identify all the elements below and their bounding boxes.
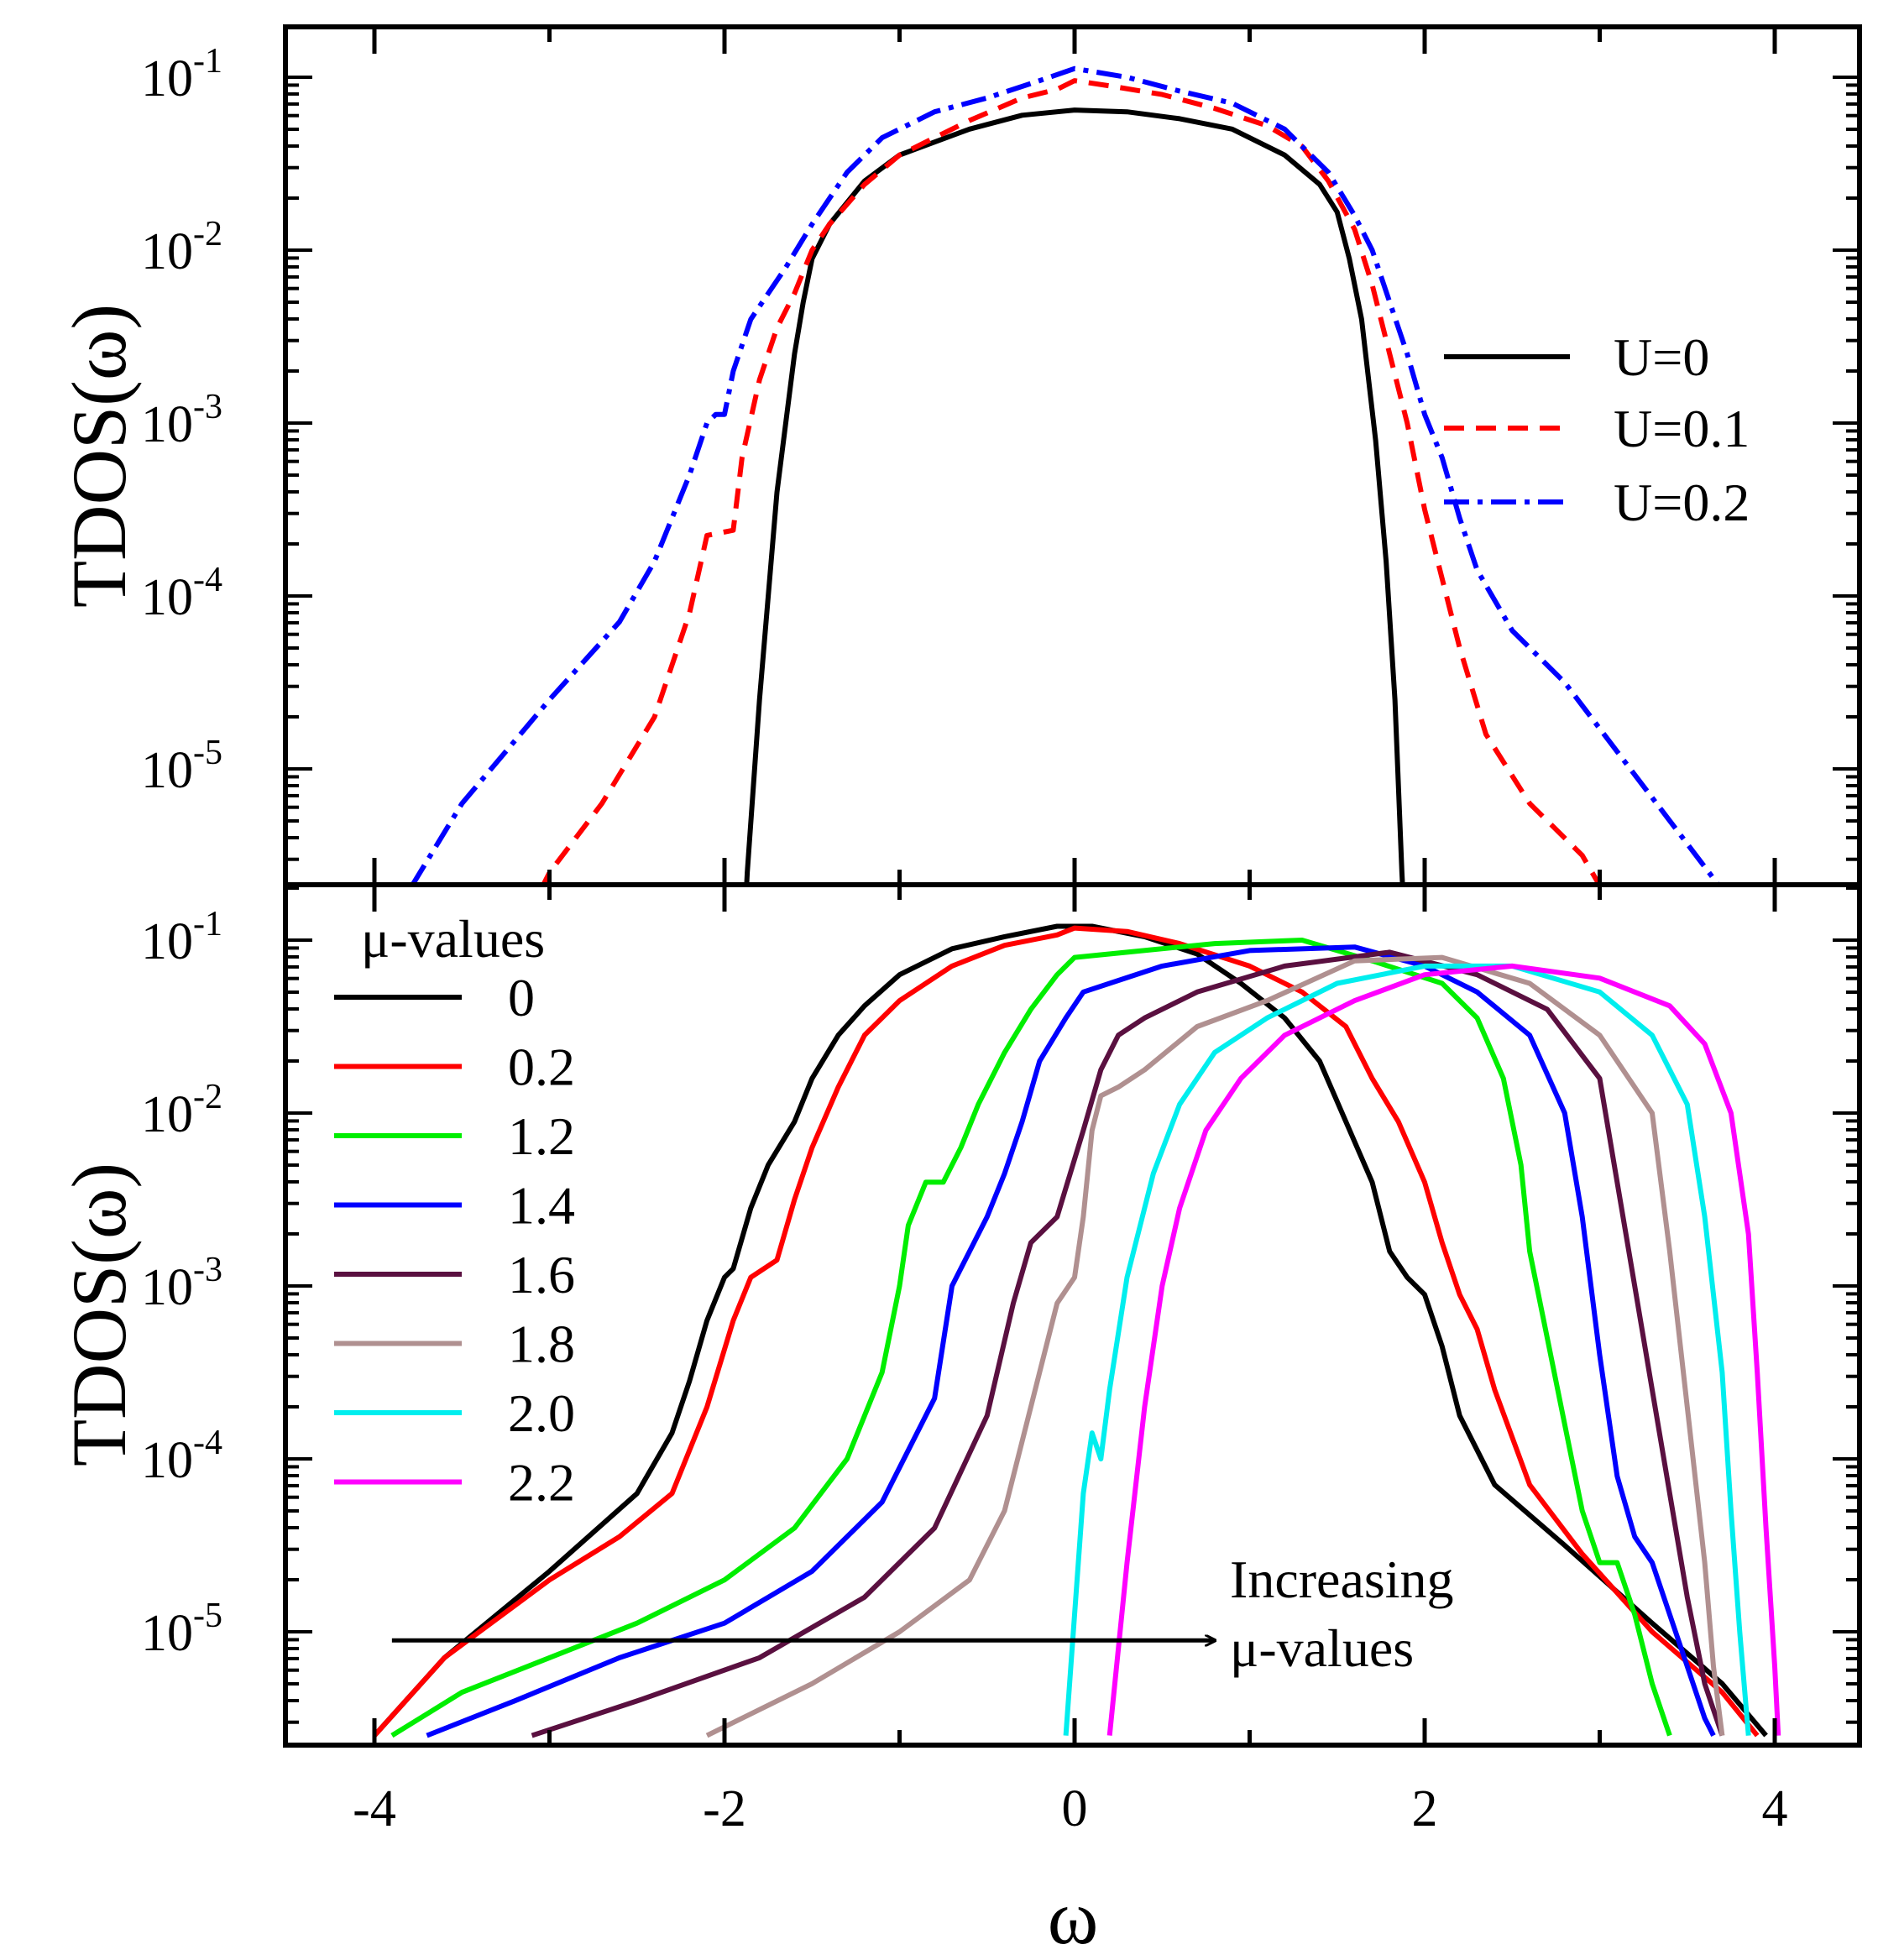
top-series-U=0.1 [540,78,1603,885]
legend-label-mu-1.6: 1.6 [508,1245,575,1304]
bottom-series-0.2 [372,925,1760,1738]
bottom-panel: 10-1 10-2 10-3 10-4 10-5 -4 -2 0 2 4 TDOS(ω) ω μ… [56,882,1862,1960]
increasing-annotation: Increasing μ-values [391,1550,1454,1678]
bottom-ylabel: TDOS(ω) [56,1163,142,1466]
bottom-ytick-label: 10-2 [141,1078,222,1143]
legend-label-u0: U=0 [1614,327,1709,387]
top-ytick-label: 10-5 [141,734,222,799]
bottom-legend-entries: 0 0.2 1.2 1.4 1.6 1.8 2.0 2.2 [334,968,575,1513]
legend-label-u01: U=0.1 [1614,399,1750,458]
legend-label-mu-2.0: 2.0 [508,1383,575,1443]
bottom-xlabel: ω [1048,1874,1099,1960]
bottom-ytick-label: 10-4 [141,1424,222,1489]
top-ylabel: TDOS(ω) [56,304,142,608]
bottom-series-2.0 [1063,963,1751,1736]
legend-label-mu-1.8: 1.8 [508,1315,575,1374]
bottom-series-1.8 [705,954,1725,1738]
top-ytick-label: 10-4 [141,561,222,626]
top-ytick-label: 10-1 [141,42,222,107]
xtick-label: 0 [1062,1780,1088,1837]
xtick-label: 2 [1412,1780,1438,1837]
annotation-line1: Increasing [1230,1550,1454,1609]
top-panel: 10-1 10-2 10-3 10-4 10-5 TDOS(ω) U=0 U=0.1 U… [56,24,1862,887]
bottom-series-1.6 [531,949,1725,1738]
xtick-label: 4 [1762,1780,1788,1837]
legend-title: μ-values [361,909,545,969]
top-ytick-label: 10-3 [141,388,222,453]
bottom-series-1.4 [426,944,1716,1738]
bottom-ytick-label: 10-5 [141,1597,222,1662]
top-series-U=0.2 [409,65,1722,885]
legend-label-mu-1.4: 1.4 [508,1176,575,1236]
bottom-ytick-labels: 10-1 10-2 10-3 10-4 10-5 [141,905,222,1662]
legend-label-mu-0: 0 [508,968,535,1027]
top-series-group [409,65,1722,885]
bottom-series-0 [372,923,1768,1738]
bottom-series-group [372,923,1781,1738]
bottom-xtick-labels: -4 -2 0 2 4 [353,1780,1787,1837]
bottom-series-1.2 [390,938,1672,1738]
legend-label-mu-2.2: 2.2 [508,1453,575,1513]
bottom-ytick-label: 10-1 [141,905,222,970]
bottom-ytick-label: 10-3 [141,1251,222,1316]
bottom-plot-frame [283,882,1862,1748]
bottom-legend: μ-values 0 0.2 1.2 1.4 1.6 1.8 2.0 2.2 [334,909,575,1513]
legend-label-mu-0.2: 0.2 [508,1037,575,1097]
top-series-U=0 [744,107,1405,885]
top-ytick-label: 10-2 [141,215,222,280]
bottom-series-2.2 [1106,963,1781,1736]
xtick-label: -4 [353,1780,396,1837]
top-legend: U=0 U=0.1 U=0.2 [1444,327,1750,532]
top-ytick-labels: 10-1 10-2 10-3 10-4 10-5 [141,42,222,799]
legend-label-u02: U=0.2 [1614,473,1750,532]
xtick-label: -2 [703,1780,746,1837]
legend-label-mu-1.2: 1.2 [508,1106,575,1166]
annotation-line2: μ-values [1230,1618,1414,1678]
